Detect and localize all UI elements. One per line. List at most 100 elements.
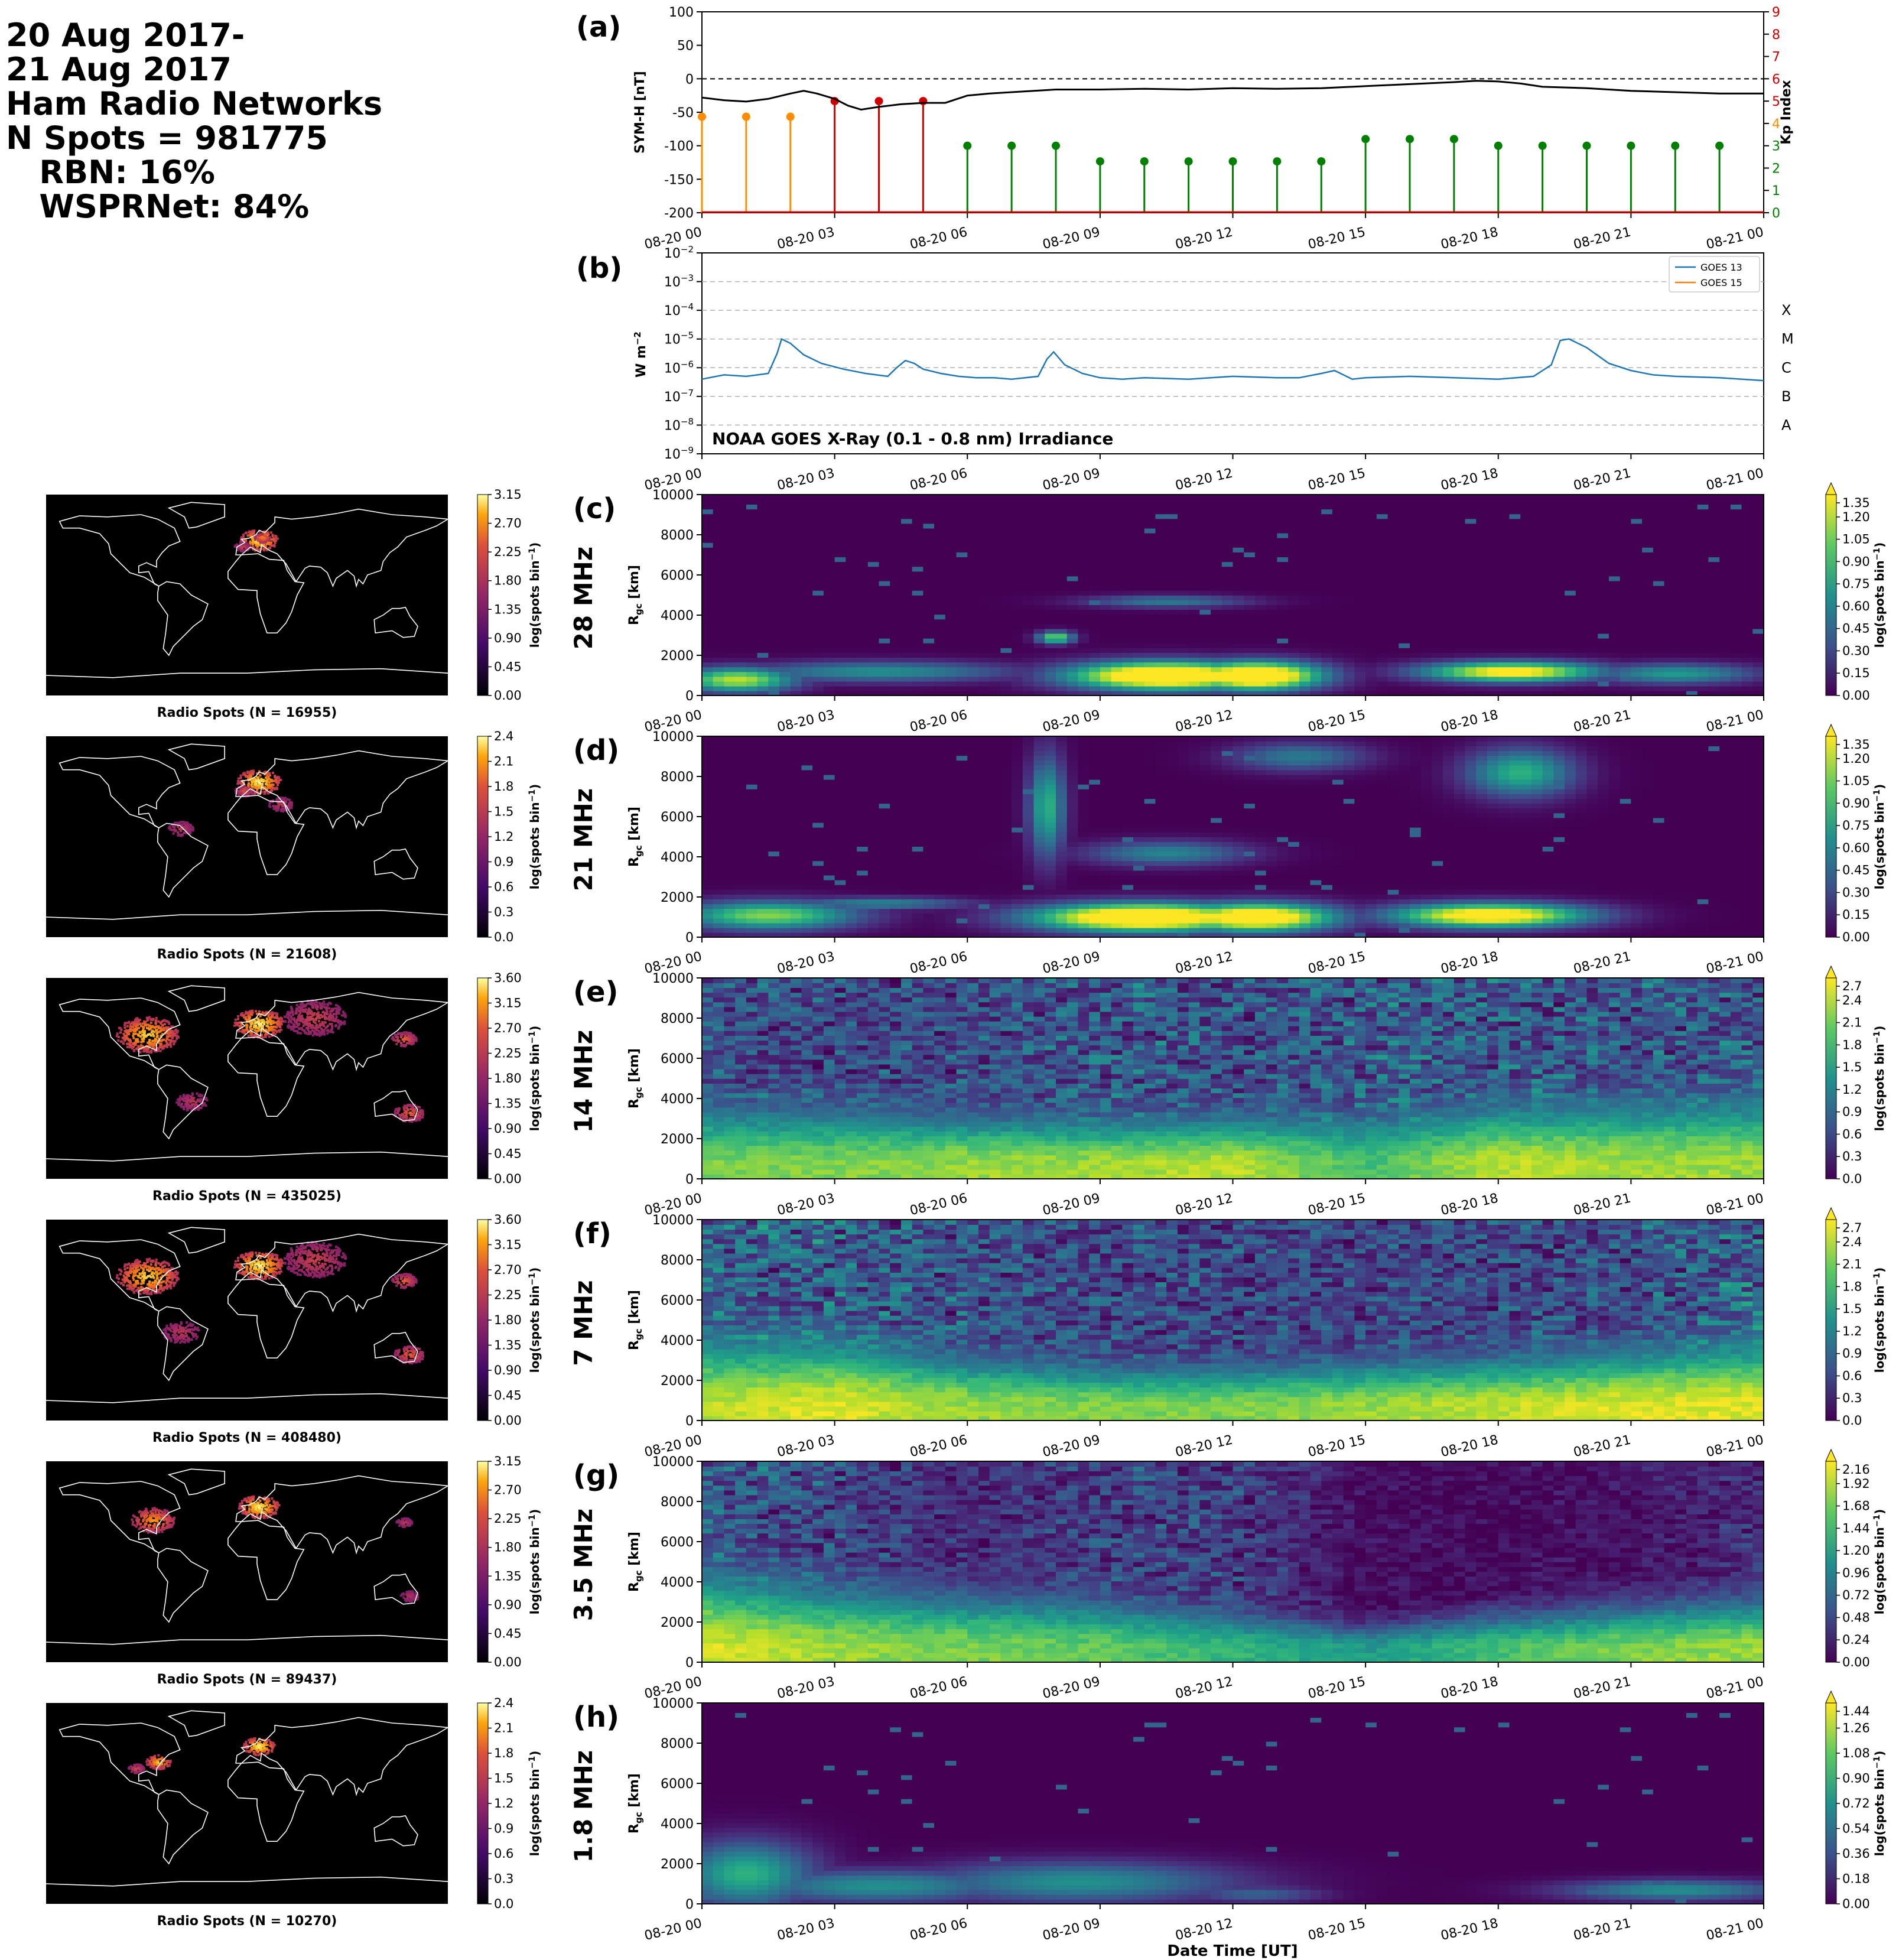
heatmap-cell xyxy=(1421,677,1433,682)
heatmap-cell xyxy=(1067,643,1079,648)
heatmap-cell xyxy=(791,677,802,682)
heatmap-cell xyxy=(1144,538,1156,543)
heatmap-cell xyxy=(1211,547,1222,552)
heatmap-cell xyxy=(746,542,758,548)
heatmap-cell xyxy=(1122,619,1134,624)
heatmap-cell xyxy=(1299,561,1311,567)
heatmap-cell xyxy=(824,686,835,691)
heatmap-cell xyxy=(1056,648,1068,653)
heatmap-cell xyxy=(1344,624,1355,629)
heatmap-cell xyxy=(1133,590,1145,596)
heatmap-cell xyxy=(1465,499,1477,505)
heatmap-cell xyxy=(746,561,758,567)
heatmap-cell xyxy=(1199,499,1211,505)
heatmap-cell xyxy=(779,590,791,596)
heatmap-cell xyxy=(1089,504,1101,509)
heatmap-cell xyxy=(1178,657,1189,662)
heatmap-cell xyxy=(1388,576,1400,581)
heatmap-cell xyxy=(1178,672,1189,677)
heatmap-cell xyxy=(1498,576,1510,581)
heatmap-cell xyxy=(1421,538,1433,543)
heatmap-cell xyxy=(1111,542,1123,548)
heatmap-cell xyxy=(1000,561,1012,567)
heatmap-cell xyxy=(702,677,714,682)
heatmap-cell xyxy=(1189,513,1201,519)
heatmap-cell xyxy=(846,495,857,500)
heatmap-cell xyxy=(1133,681,1145,687)
heatmap-cell xyxy=(735,590,747,596)
heatmap-cell xyxy=(857,657,869,662)
heatmap-cell xyxy=(791,609,802,615)
heatmap-cell xyxy=(1321,576,1333,581)
heatmap-cell xyxy=(702,557,714,562)
heatmap-cell xyxy=(1189,533,1201,538)
heatmap-cell xyxy=(779,604,791,610)
heatmap-cell xyxy=(1089,566,1101,571)
heatmap-cell xyxy=(890,600,902,605)
heatmap-cell xyxy=(1056,513,1068,519)
heatmap-cell xyxy=(1056,609,1068,615)
heatmap-cell xyxy=(779,586,791,591)
heatmap-cell xyxy=(857,542,869,548)
heatmap-cell xyxy=(1277,681,1289,687)
heatmap-cell xyxy=(1587,513,1599,519)
heatmap-cell xyxy=(1454,667,1466,672)
heatmap-cell xyxy=(1045,662,1056,667)
heatmap-cell xyxy=(1365,586,1377,591)
heatmap-cell xyxy=(1089,538,1101,543)
heatmap-cell xyxy=(957,672,968,677)
heatmap-cell xyxy=(1587,561,1599,567)
heatmap-cell xyxy=(1166,643,1178,648)
heatmap-cell xyxy=(1012,677,1023,682)
heatmap-cell xyxy=(934,509,946,514)
heatmap-cell xyxy=(835,686,847,691)
heatmap-cell xyxy=(1045,538,1056,543)
heatmap-cell xyxy=(978,518,990,524)
heatmap-cell xyxy=(1089,524,1101,529)
heatmap-cell xyxy=(901,552,913,557)
heatmap-cell xyxy=(1045,586,1056,591)
heatmap-cell xyxy=(1454,619,1466,624)
heatmap-cell xyxy=(1598,595,1609,600)
heatmap-cell xyxy=(724,657,736,662)
heatmap-cell xyxy=(1078,495,1090,500)
heatmap-cell xyxy=(1587,566,1599,571)
heatmap-cell xyxy=(1377,561,1389,567)
heatmap-cell xyxy=(1255,518,1267,524)
heatmap-cell xyxy=(1244,542,1256,548)
heatmap-cell xyxy=(1144,557,1156,562)
heatmap-cell xyxy=(1443,528,1455,534)
heatmap-cell xyxy=(868,576,880,581)
heatmap-cell xyxy=(1531,648,1543,653)
heatmap-cell xyxy=(735,524,747,529)
heatmap-cell xyxy=(868,509,880,514)
heatmap-cell xyxy=(923,571,935,577)
heatmap-cell xyxy=(812,604,824,610)
heatmap-cell xyxy=(1576,557,1588,562)
heatmap-cell xyxy=(879,499,891,505)
heatmap-cell xyxy=(779,633,791,639)
heatmap-cell xyxy=(923,576,935,581)
heatmap-cell xyxy=(791,595,802,600)
heatmap-cell xyxy=(1520,681,1532,687)
heatmap-cell xyxy=(1067,681,1079,687)
heatmap-cell xyxy=(857,552,869,557)
heatmap-cell xyxy=(1144,571,1156,577)
heatmap-cell xyxy=(1133,504,1145,509)
heatmap-cell xyxy=(1244,629,1256,634)
heatmap-cell xyxy=(1454,624,1466,629)
heatmap-cell xyxy=(1509,518,1521,524)
heatmap-cell xyxy=(1509,629,1521,634)
heatmap-cell xyxy=(1233,557,1245,562)
heatmap-cell xyxy=(868,672,880,677)
heatmap-cell xyxy=(967,595,979,600)
heatmap-cell xyxy=(1233,586,1245,591)
heatmap-cell xyxy=(1299,528,1311,534)
heatmap-cell xyxy=(1487,624,1499,629)
heatmap-cell xyxy=(768,538,780,543)
heatmap-cell xyxy=(1222,538,1234,543)
heatmap-cell xyxy=(868,595,880,600)
heatmap-cell xyxy=(1465,566,1477,571)
heatmap-cell xyxy=(1443,495,1455,500)
heatmap-cell xyxy=(1388,595,1400,600)
